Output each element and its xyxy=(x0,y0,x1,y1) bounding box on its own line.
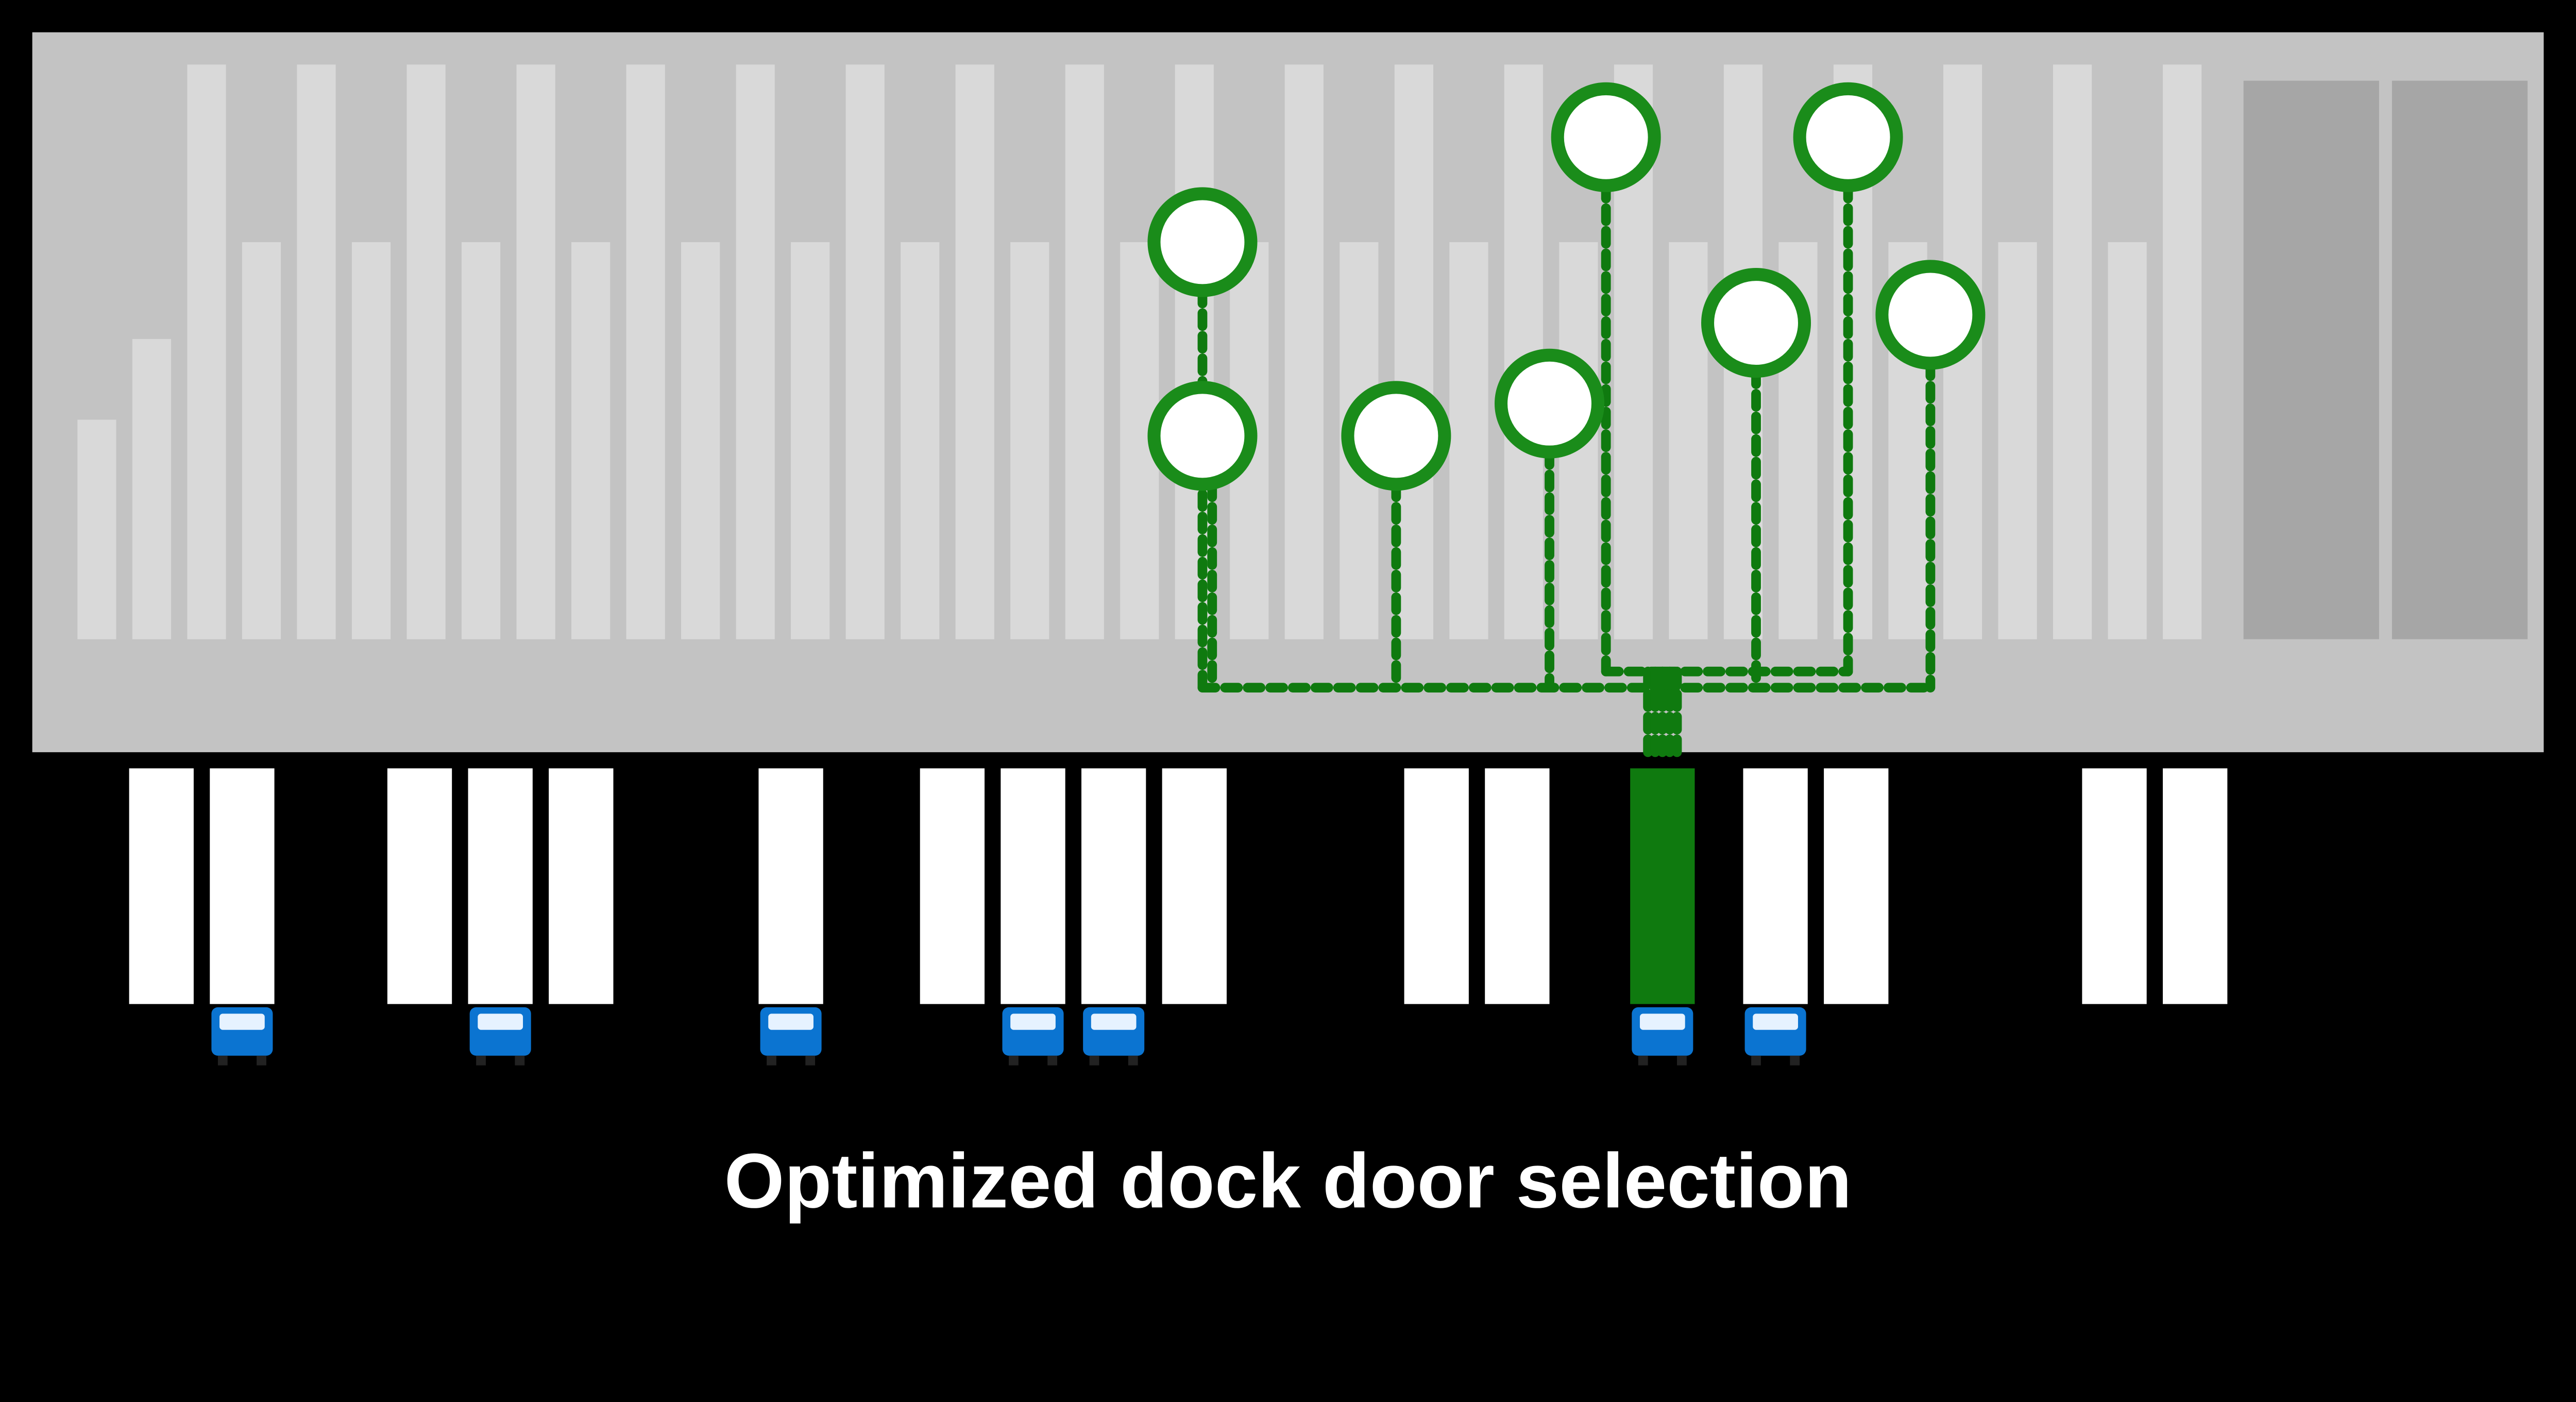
wheel xyxy=(767,1056,776,1066)
wheel xyxy=(1638,1056,1648,1066)
trailer xyxy=(387,768,452,1004)
diagram-title: Optimized dock door selection xyxy=(724,1137,1852,1224)
rack-aisle xyxy=(901,242,939,639)
rack-aisle xyxy=(297,64,335,639)
rack-aisle xyxy=(352,242,391,639)
wheel xyxy=(1009,1056,1019,1066)
rack-aisle xyxy=(1669,242,1707,639)
wheel xyxy=(257,1056,266,1066)
rack-aisle xyxy=(681,242,720,639)
truck-6 xyxy=(920,768,985,1004)
rack-aisle xyxy=(1065,64,1104,639)
storage-block-1 xyxy=(2392,81,2528,639)
pick-node xyxy=(1348,387,1445,484)
rack-aisle xyxy=(846,64,885,639)
rack-aisle xyxy=(462,242,500,639)
truck-8 xyxy=(1081,768,1146,1065)
truck-2 xyxy=(387,768,452,1004)
rack-aisle xyxy=(406,64,445,639)
rack-aisle xyxy=(132,339,171,639)
rack-aisle xyxy=(956,64,994,639)
truck-12 xyxy=(1630,768,1694,1065)
cab-window xyxy=(478,1014,523,1029)
wheel xyxy=(1128,1056,1138,1066)
truck-9 xyxy=(1162,768,1227,1004)
rack-aisle xyxy=(1998,242,2037,639)
rack-aisle xyxy=(187,64,226,639)
warehouse-diagram: Optimized dock door selection xyxy=(0,0,2576,1291)
rack-aisle xyxy=(2108,242,2146,639)
truck-13 xyxy=(1743,768,1807,1065)
rack-aisle xyxy=(1010,242,1049,639)
truck-10 xyxy=(1404,768,1469,1004)
cab-window xyxy=(768,1014,814,1029)
truck-4 xyxy=(549,768,613,1004)
rack-aisle xyxy=(2053,64,2092,639)
rack-aisle xyxy=(1449,242,1488,639)
rack-aisle xyxy=(791,242,829,639)
rack-aisle xyxy=(2163,64,2201,639)
rack-aisle xyxy=(571,242,610,639)
truck-15 xyxy=(2082,768,2146,1004)
pick-node xyxy=(1882,266,1979,363)
pick-node xyxy=(1708,275,1805,371)
rack-aisle xyxy=(736,64,775,639)
pick-node xyxy=(1800,89,1896,185)
trailer xyxy=(1001,768,1065,1004)
wheel xyxy=(1677,1056,1687,1066)
truck-7 xyxy=(1001,768,1065,1065)
wheel xyxy=(515,1056,524,1066)
truck-11 xyxy=(1485,768,1549,1004)
rack-aisle xyxy=(517,64,555,639)
trailer xyxy=(2082,768,2146,1004)
trailer xyxy=(1162,768,1227,1004)
wheel xyxy=(1751,1056,1761,1066)
cab-window xyxy=(219,1014,265,1029)
pick-node xyxy=(1154,194,1251,291)
trailer xyxy=(1824,768,1888,1004)
rack-aisle xyxy=(626,64,665,639)
trailer xyxy=(1743,768,1807,1004)
trailer xyxy=(2163,768,2227,1004)
trailer xyxy=(129,768,194,1004)
wheel xyxy=(1790,1056,1800,1066)
cab-window xyxy=(1753,1014,1798,1029)
rack-aisle xyxy=(1285,64,1324,639)
trailer xyxy=(920,768,985,1004)
trailer xyxy=(1404,768,1469,1004)
pick-node xyxy=(1557,89,1654,185)
truck-0 xyxy=(129,768,194,1004)
wheel xyxy=(1047,1056,1057,1066)
wheel xyxy=(1090,1056,1099,1066)
pick-node xyxy=(1501,355,1598,452)
trailer xyxy=(468,768,533,1004)
trailer xyxy=(210,768,274,1004)
rack-aisle xyxy=(242,242,281,639)
trailer xyxy=(1485,768,1549,1004)
cab-window xyxy=(1640,1014,1685,1029)
cab-window xyxy=(1010,1014,1056,1029)
truck-16 xyxy=(2163,768,2227,1004)
truck-3 xyxy=(468,768,533,1065)
trailer xyxy=(1630,768,1694,1004)
pick-node xyxy=(1154,387,1251,484)
trailer xyxy=(1081,768,1146,1004)
truck-5 xyxy=(758,768,823,1065)
trailer xyxy=(549,768,613,1004)
wheel xyxy=(805,1056,815,1066)
cab-window xyxy=(1091,1014,1137,1029)
storage-block-0 xyxy=(2244,81,2379,639)
wheel xyxy=(218,1056,228,1066)
truck-1 xyxy=(210,768,274,1065)
trailer xyxy=(758,768,823,1004)
rack-aisle xyxy=(77,420,116,639)
truck-14 xyxy=(1824,768,1888,1004)
wheel xyxy=(476,1056,486,1066)
